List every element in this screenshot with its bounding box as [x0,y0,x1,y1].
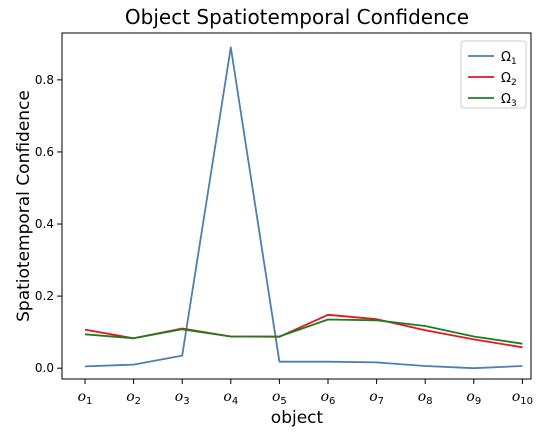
x-tick-label-base: o [272,389,280,405]
y-axis-label: Spatiotemporal Confidence [14,90,34,322]
y-axis: 0.0 0.2 0.4 0.6 0.8 [35,73,62,375]
x-tick-label-sub: 5 [280,396,286,407]
legend-label-omega-1: Ω1 [501,50,517,67]
x-tick-label-base: o [175,389,183,405]
x-tick-label-o5: o5 [272,389,287,407]
y-tick-label: 0.4 [35,217,54,231]
legend-label-sub: 3 [511,99,517,109]
x-tick-label-base: o [78,389,86,405]
x-tick-label-o8: o8 [418,389,433,407]
series-line-omega-1 [84,46,523,370]
x-tick-label-sub: 3 [183,396,189,407]
x-tick-label-o9: o9 [466,389,481,407]
x-tick-label-base: o [369,389,377,405]
legend-label-base: Ω [501,71,511,86]
x-tick-label-sub: 8 [426,396,432,407]
y-tick-label: 0.6 [35,145,54,159]
x-tick-label-sub: 10 [520,396,533,407]
x-tick-label-sub: 4 [232,396,238,407]
legend-label-base: Ω [501,92,511,107]
x-tick-label-base: o [126,389,134,405]
y-tick-label: 0.2 [35,289,54,303]
y-tick-label: 0.0 [35,361,54,375]
x-tick-label-base: o [512,389,520,405]
x-tick-label-base: o [466,389,474,405]
x-tick-label-o7: o7 [369,389,384,407]
x-tick-label-o4: o4 [223,389,238,407]
plot-frame [61,32,532,380]
x-tick-label-sub: 6 [329,396,335,407]
legend-label-omega-2: Ω2 [501,71,517,88]
x-axis-label: object [271,408,324,428]
series-layer [84,46,523,370]
x-tick-label-base: o [321,389,329,405]
x-tick-label-sub: 9 [475,396,481,407]
x-tick-label-sub: 2 [135,396,141,407]
y-tick-label: 0.8 [35,73,54,87]
x-tick-label-sub: 1 [86,396,92,407]
series-line-omega-3 [84,318,523,345]
series-line-omega-2 [84,313,523,349]
x-tick-label-o2: o2 [126,389,141,407]
legend-label-omega-3: Ω3 [501,92,517,109]
x-tick-label-base: o [223,389,231,405]
legend-label-base: Ω [501,50,511,65]
x-tick-label-base: o [418,389,426,405]
legend-box [460,40,527,109]
x-tick-label-o6: o6 [321,389,336,407]
x-tick-label-sub: 7 [378,396,384,407]
chart-title: Object Spatiotemporal Confidence [125,5,469,29]
legend-label-sub: 2 [511,78,517,88]
x-axis: o1 o2 o3 o4 o5 o6 o7 o8 o9 o10 [78,379,533,407]
x-tick-label-o1: o1 [78,389,93,407]
x-tick-label-o3: o3 [175,389,190,407]
legend-label-sub: 1 [511,57,517,67]
x-tick-label-o10: o10 [512,389,533,407]
